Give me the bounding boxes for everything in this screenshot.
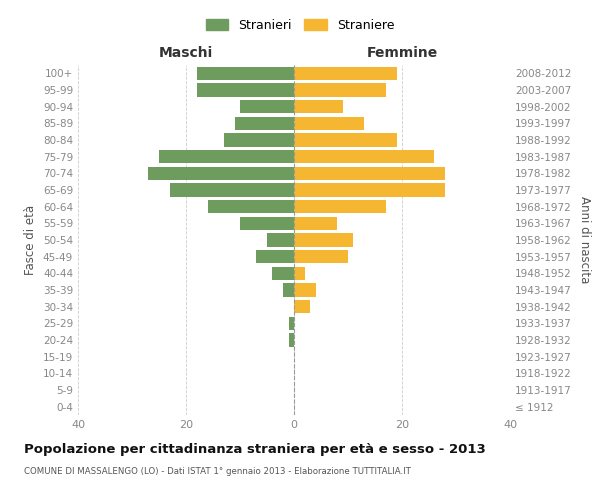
Bar bbox=[294, 100, 343, 114]
Bar bbox=[197, 84, 294, 96]
Bar bbox=[159, 150, 294, 164]
Bar bbox=[224, 134, 294, 146]
Bar bbox=[294, 266, 305, 280]
Text: Maschi: Maschi bbox=[159, 46, 213, 60]
Bar bbox=[294, 116, 364, 130]
Bar bbox=[272, 266, 294, 280]
Bar bbox=[294, 66, 397, 80]
Bar bbox=[240, 216, 294, 230]
Bar bbox=[289, 334, 294, 346]
Bar bbox=[197, 66, 294, 80]
Bar bbox=[294, 84, 386, 96]
Bar bbox=[267, 234, 294, 246]
Bar bbox=[256, 250, 294, 264]
Bar bbox=[294, 150, 434, 164]
Bar bbox=[294, 184, 445, 196]
Bar bbox=[294, 284, 316, 296]
Bar bbox=[240, 100, 294, 114]
Bar bbox=[170, 184, 294, 196]
Bar bbox=[294, 166, 445, 180]
Legend: Stranieri, Straniere: Stranieri, Straniere bbox=[201, 14, 399, 37]
Y-axis label: Fasce di età: Fasce di età bbox=[25, 205, 37, 275]
Bar bbox=[289, 316, 294, 330]
Bar bbox=[235, 116, 294, 130]
Bar bbox=[294, 250, 348, 264]
Bar bbox=[294, 300, 310, 314]
Bar bbox=[294, 234, 353, 246]
Bar bbox=[294, 134, 397, 146]
Bar bbox=[148, 166, 294, 180]
Bar bbox=[208, 200, 294, 213]
Text: COMUNE DI MASSALENGO (LO) - Dati ISTAT 1° gennaio 2013 - Elaborazione TUTTITALIA: COMUNE DI MASSALENGO (LO) - Dati ISTAT 1… bbox=[24, 468, 411, 476]
Bar bbox=[283, 284, 294, 296]
Bar bbox=[294, 216, 337, 230]
Text: Popolazione per cittadinanza straniera per età e sesso - 2013: Popolazione per cittadinanza straniera p… bbox=[24, 442, 486, 456]
Bar bbox=[294, 200, 386, 213]
Text: Femmine: Femmine bbox=[367, 46, 437, 60]
Y-axis label: Anni di nascita: Anni di nascita bbox=[578, 196, 591, 284]
